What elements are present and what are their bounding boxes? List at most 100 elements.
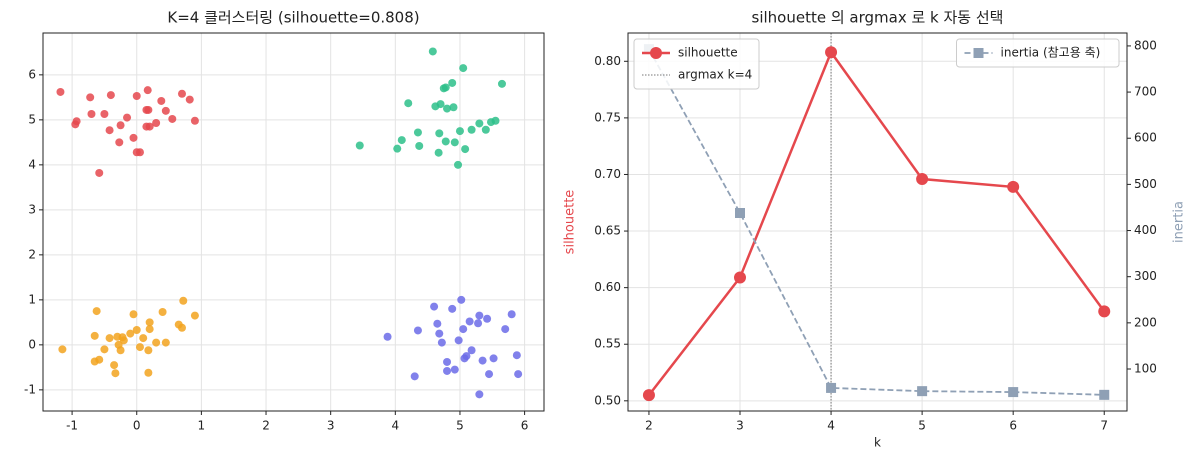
scatter-point <box>483 314 492 323</box>
scatter-point <box>168 114 177 123</box>
scatter-point <box>190 311 199 320</box>
scatter-point <box>461 145 470 154</box>
scatter-point <box>106 91 115 100</box>
scatter-point <box>95 355 104 364</box>
legend-marker <box>973 48 984 58</box>
x-tick-label: 6 <box>521 419 529 433</box>
scatter-point <box>481 125 490 134</box>
scatter-point <box>87 110 96 118</box>
y2-tick-label: 800 <box>1134 38 1157 52</box>
scatter-point <box>467 346 476 355</box>
scatter-point <box>95 168 104 177</box>
scatter-point <box>100 345 109 354</box>
y-tick-label: 0.50 <box>594 393 621 407</box>
scatter-point <box>450 138 459 147</box>
scatter-point <box>152 119 161 127</box>
scatter-point <box>507 310 516 319</box>
scatter-point <box>143 86 152 95</box>
x-tick-label: 5 <box>456 419 464 433</box>
x-tick-label: 3 <box>327 419 335 433</box>
x-tick-label: 4 <box>391 419 399 433</box>
scatter-point <box>56 87 65 96</box>
scatter-point <box>454 336 463 345</box>
scatter-point <box>110 361 119 370</box>
scatter-point <box>410 372 419 381</box>
x-tick-label: -1 <box>66 419 78 433</box>
x-tick-label: 3 <box>736 419 744 433</box>
scatter-point <box>514 370 523 379</box>
scatter-point <box>474 319 483 328</box>
x-axis-label: k <box>874 436 881 450</box>
y-tick-label: 1 <box>28 292 36 306</box>
scatter-point <box>145 318 154 327</box>
scatter-point <box>179 296 188 305</box>
x-tick-label: 4 <box>827 419 835 433</box>
scatter-point <box>485 370 494 379</box>
scatter-point <box>459 325 468 334</box>
scatter-point <box>443 357 452 366</box>
scatter-point <box>58 345 67 354</box>
scatter-point <box>144 346 153 355</box>
legend-label: silhouette <box>678 46 738 60</box>
scatter-point <box>144 105 153 114</box>
scatter-point <box>190 116 199 125</box>
y-tick-label: 0 <box>28 337 36 351</box>
scatter-point <box>413 128 422 137</box>
scatter-point <box>457 295 466 304</box>
scatter-point <box>177 323 186 332</box>
scatter-point <box>132 92 141 100</box>
scatter-point <box>393 144 402 153</box>
scatter-point <box>450 365 459 374</box>
scatter-point <box>397 136 406 145</box>
x-tick-label: 0 <box>133 419 141 433</box>
series-marker <box>1007 180 1020 193</box>
scatter-point <box>475 311 484 320</box>
scatter-point <box>448 304 457 313</box>
plot-frame <box>627 32 1128 412</box>
scatter-point <box>491 116 500 125</box>
scatter-point <box>441 137 450 146</box>
scatter-point <box>144 368 153 377</box>
chart-title: silhouette 의 argmax 로 k 자동 선택 <box>752 9 1004 27</box>
legend-label: argmax k=4 <box>678 68 752 82</box>
scatter-point <box>448 78 457 87</box>
scatter-point <box>123 113 132 122</box>
x-tick-label: 5 <box>918 419 926 433</box>
scatter-point <box>443 104 452 113</box>
scatter-point <box>185 95 194 104</box>
plot-frame <box>42 32 545 412</box>
legend-box <box>633 38 760 90</box>
series-marker <box>917 386 928 397</box>
y-tick-label: 4 <box>28 157 36 171</box>
scatter-point <box>177 89 186 98</box>
scatter-point <box>158 308 167 316</box>
scatter-point <box>119 336 128 345</box>
scatter-point <box>449 103 458 112</box>
series-marker <box>916 172 929 185</box>
series-line <box>648 48 1105 396</box>
scatter-point <box>111 369 120 378</box>
y-tick-label: 0.55 <box>594 337 621 351</box>
scatter-point <box>145 325 154 334</box>
scatter-point <box>383 332 392 341</box>
scatter-point <box>475 390 484 399</box>
x-tick-label: 1 <box>198 419 206 433</box>
scatter-point <box>129 133 138 142</box>
scatter-point <box>428 47 437 56</box>
scatter-point <box>115 138 124 147</box>
y-tick-label: 0.60 <box>594 280 621 294</box>
y2-axis-label: inertia <box>1172 201 1187 243</box>
scatter-point <box>478 356 487 365</box>
y2-tick-label: 700 <box>1134 85 1157 99</box>
scatter-point <box>135 148 144 157</box>
y-tick-label: 6 <box>28 67 36 81</box>
y2-tick-label: 200 <box>1134 315 1157 329</box>
series-marker <box>735 208 746 218</box>
scatter-point <box>86 93 95 102</box>
series-marker <box>1098 305 1111 318</box>
scatter-point <box>489 354 498 363</box>
scatter-point <box>161 338 170 347</box>
y-tick-label: 0.65 <box>594 224 621 238</box>
scatter-point <box>443 366 452 375</box>
x-tick-label: 2 <box>262 419 270 433</box>
